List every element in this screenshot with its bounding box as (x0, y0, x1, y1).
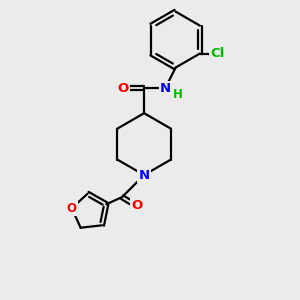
Text: H: H (173, 88, 183, 101)
Text: O: O (117, 82, 128, 95)
Text: N: N (160, 82, 171, 95)
Text: O: O (67, 202, 77, 215)
Text: O: O (131, 200, 142, 212)
Text: N: N (139, 169, 150, 182)
Text: Cl: Cl (210, 47, 225, 60)
